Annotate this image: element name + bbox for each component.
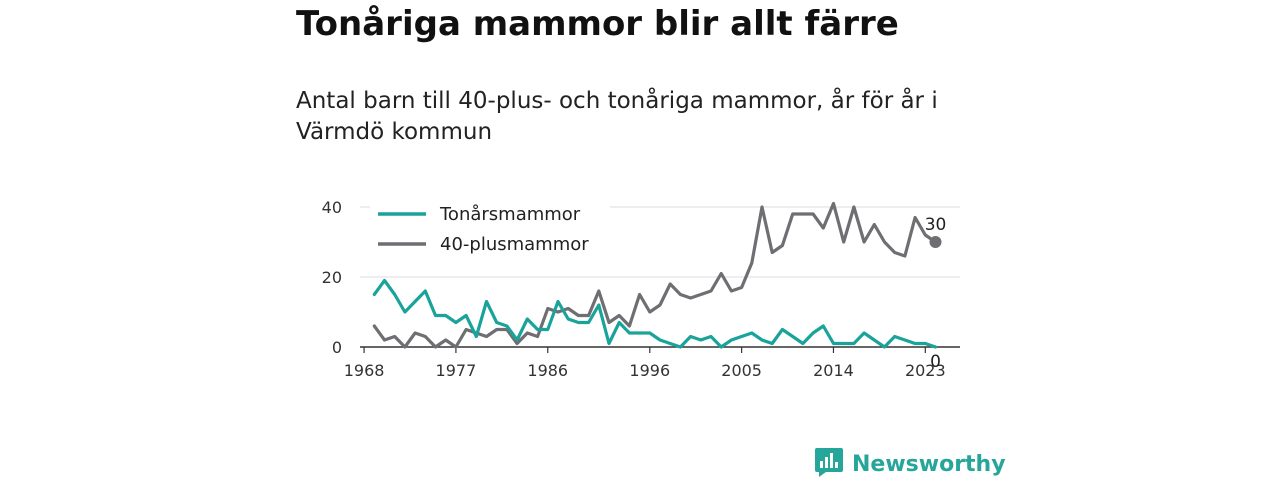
newsworthy-logo-icon (814, 446, 844, 482)
end-labels: 30 0 (925, 215, 947, 372)
chart-subtitle: Antal barn till 40-plus- och tonåriga ma… (296, 88, 938, 145)
series-lines (372, 201, 938, 349)
x-tick-label: 2023 (905, 361, 946, 380)
end-label-tonarsmammor: 0 (930, 352, 941, 372)
x-tick-label: 2005 (721, 361, 762, 380)
legend-label: Tonårsmammor (439, 204, 581, 225)
chart-title: Tonåriga mammor blir allt färre (296, 4, 899, 44)
legend-label: 40-plusmammor (440, 234, 589, 255)
y-axis-ticks: 0 20 40 (322, 198, 342, 357)
brand-name: Newsworthy (852, 451, 1006, 477)
x-tick-label: 2014 (813, 361, 854, 380)
end-marker-40-plusmammor (929, 236, 942, 248)
end-label-40-plusmammor: 30 (925, 215, 947, 235)
legend: Tonårsmammor 40-plusmammor (370, 201, 610, 263)
y-tick-label: 0 (332, 338, 342, 357)
x-tick-label: 1996 (629, 361, 670, 380)
series-line-40-plusmammor (372, 201, 938, 349)
legend-background (370, 201, 610, 263)
newsworthy-brand: Newsworthy (814, 446, 1006, 482)
x-tick-label: 1968 (344, 361, 385, 380)
y-tick-label: 40 (322, 198, 342, 217)
series-line-tonarsmammor (372, 278, 938, 349)
x-axis: 1968 1977 1986 1996 2005 2014 2023 (344, 346, 960, 380)
y-tick-label: 20 (322, 268, 342, 287)
x-tick-label: 1977 (436, 361, 477, 380)
x-tick-label: 1986 (527, 361, 568, 380)
